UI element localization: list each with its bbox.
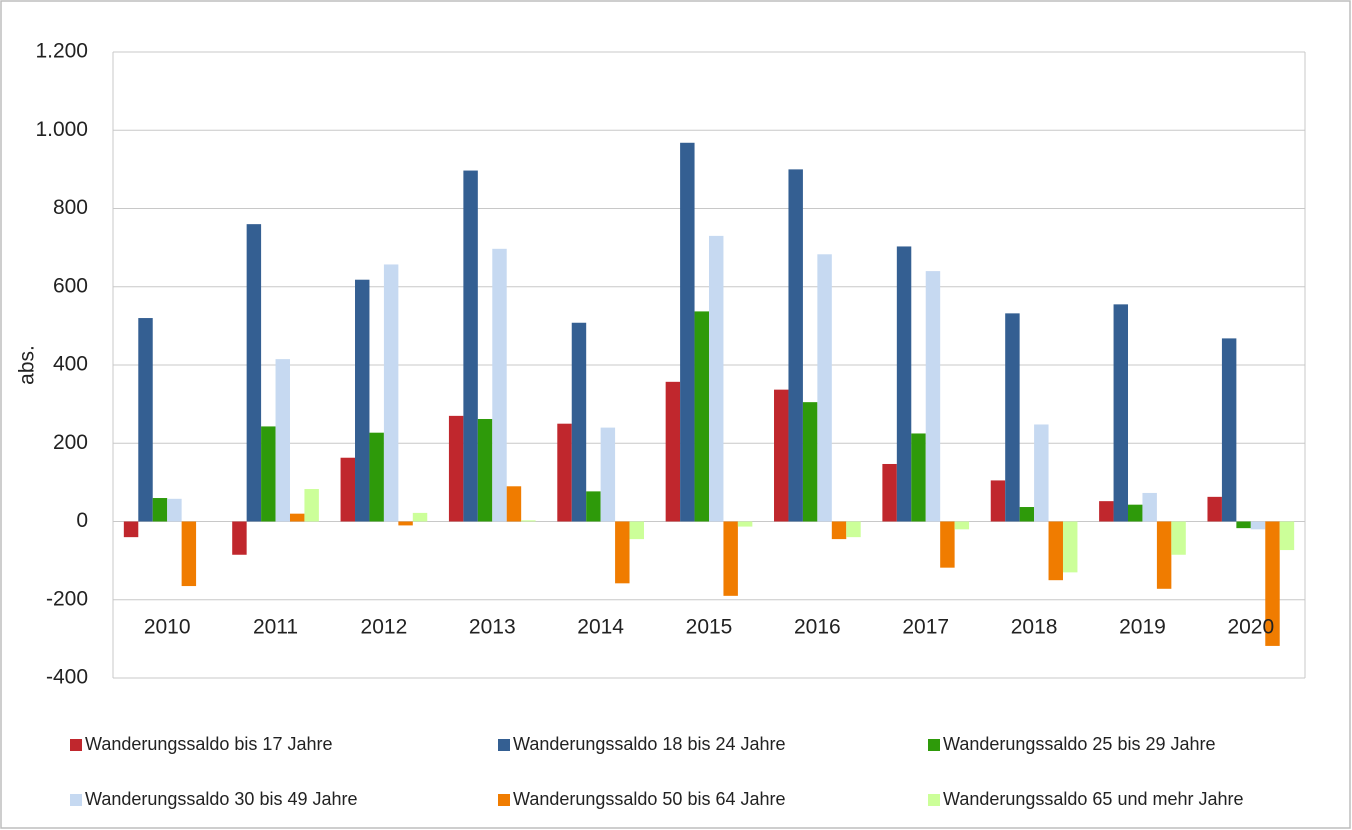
y-axis-label: abs. [16,345,39,385]
bar [1156,521,1172,589]
x-tick-label: 2010 [144,616,191,639]
bar [709,235,724,522]
bar [181,521,197,587]
bar [1113,304,1129,522]
y-tick-label: 800 [53,196,88,219]
bar [788,169,803,522]
bar [846,521,861,538]
bar [586,491,601,522]
y-tick-label: 0 [76,509,88,532]
y-tick-label: 400 [53,353,88,376]
y-tick-label: 200 [53,431,88,454]
bar [1207,496,1222,522]
bar [817,254,832,522]
bar [882,463,897,522]
x-tick-label: 2011 [253,616,298,639]
bar [600,427,616,522]
bar [383,264,399,522]
bar [802,402,818,522]
bar [232,521,247,555]
bar [1265,521,1280,646]
bar [831,521,847,540]
legend-swatch [928,794,940,806]
bar [557,423,572,522]
legend-swatch [498,739,510,751]
legend-label: Wanderungssaldo 18 bis 24 Jahre [513,734,786,754]
bar [167,498,182,522]
bar [737,521,753,527]
legend-swatch [498,794,510,806]
bar [355,279,370,522]
bar [246,224,262,522]
y-tick-label: 1.000 [35,118,88,141]
bar [911,433,926,522]
legend-label: Wanderungssaldo 65 und mehr Jahre [943,789,1244,809]
bar [1005,313,1020,522]
y-tick-label: 1.200 [35,40,88,63]
bar [694,311,709,522]
x-tick-label: 2013 [469,616,516,639]
y-tick-label: 600 [53,274,88,297]
bar [492,248,507,522]
bar [896,246,912,522]
bar [990,480,1006,522]
bar [774,389,789,522]
bar [521,520,536,522]
x-tick-label: 2019 [1119,616,1166,639]
bar [1034,424,1049,522]
x-tick-label: 2020 [1227,616,1274,639]
bar [261,426,276,522]
bar [1171,521,1186,555]
bar [275,359,290,522]
bar [1279,521,1295,551]
bar [369,432,384,522]
bar [680,142,695,522]
bar [448,415,464,522]
bar [412,512,428,522]
x-tick-label: 2018 [1011,616,1058,639]
legend-label: Wanderungssaldo 50 bis 64 Jahre [513,789,786,809]
bar [723,521,738,596]
bar [615,521,630,584]
bar [289,513,305,522]
bar [1128,504,1143,522]
x-tick-label: 2014 [577,616,624,639]
x-tick-label: 2012 [361,616,408,639]
bar [1221,338,1237,522]
y-tick-label: -200 [46,587,88,610]
bar [925,271,941,522]
bar [1048,521,1063,581]
bar [1062,521,1078,573]
bar [954,521,970,530]
bar [940,521,955,568]
bar [571,322,587,522]
x-tick-label: 2017 [902,616,949,639]
legend-label: Wanderungssaldo bis 17 Jahre [85,734,332,754]
bar [398,521,413,526]
bar [152,498,168,522]
bar [506,486,522,522]
bar [340,457,356,522]
y-tick-label: -400 [46,666,88,689]
legend-swatch [70,739,82,751]
legend-label: Wanderungssaldo 25 bis 29 Jahre [943,734,1216,754]
bar [1099,501,1114,522]
bar [138,318,153,522]
legend-label: Wanderungssaldo 30 bis 49 Jahre [85,789,358,809]
bar [1019,507,1035,522]
bar [477,418,493,522]
x-tick-label: 2015 [686,616,733,639]
bar [1142,492,1157,522]
legend-swatch [928,739,940,751]
x-tick-label: 2016 [794,616,841,639]
legend-swatch [70,794,82,806]
bar [463,170,478,522]
bar [304,489,319,522]
bar [123,521,139,538]
bar [629,521,644,540]
bar [1250,521,1266,530]
bar [1236,521,1251,529]
bar [665,381,681,522]
